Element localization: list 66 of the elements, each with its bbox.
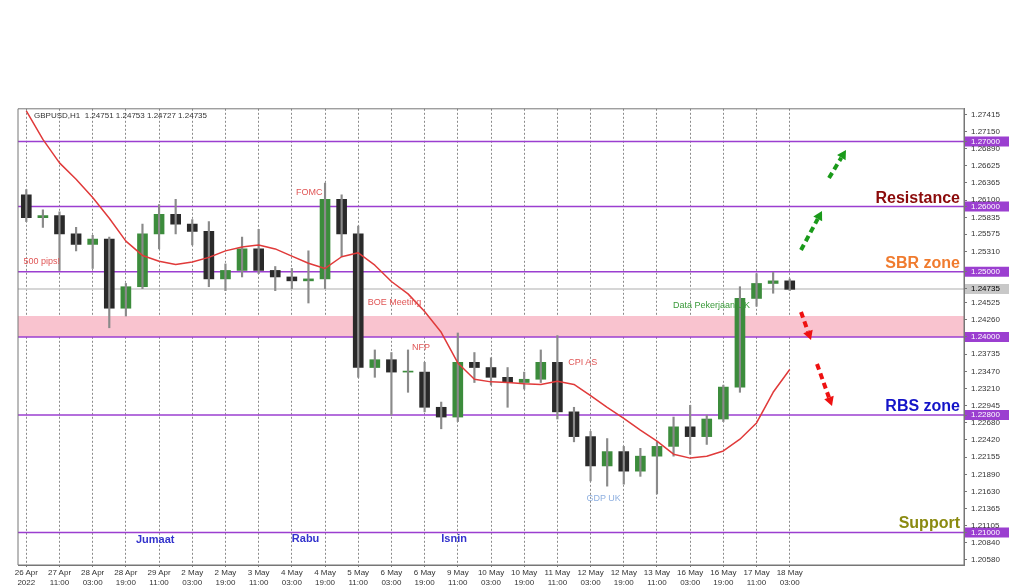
x-tick-label: 2 May 03:00 xyxy=(181,568,204,587)
x-tick-label: 6 May 19:00 xyxy=(413,568,436,587)
y-tick-label: 1.26890 xyxy=(971,143,1001,153)
x-tick-label: 17 May 11:00 xyxy=(743,568,770,587)
y-tick-label: 1.23210 xyxy=(971,383,1001,393)
x-tick-label: 28 Apr 19:00 xyxy=(114,568,138,587)
x-tick-label: 4 May 03:00 xyxy=(280,568,303,587)
y-tick-label: 1.25575 xyxy=(971,229,1001,239)
y-tick-label: 1.24260 xyxy=(971,315,1001,325)
annotation: Isnin xyxy=(441,531,468,544)
x-tick-label: 26 Apr 2022 xyxy=(14,568,39,587)
annotation: GDP UK xyxy=(586,493,621,504)
x-tick-label: 6 May 03:00 xyxy=(380,568,403,587)
y-tick-label: 1.24735 xyxy=(971,284,1001,294)
annotation: NFP xyxy=(412,342,430,353)
x-tick-label: 10 May 03:00 xyxy=(477,568,505,587)
y-tick-label: 1.23735 xyxy=(971,349,1001,359)
y-tick-label: 1.22800 xyxy=(971,410,1001,420)
y-tick-label: 1.21105 xyxy=(971,520,1000,530)
y-tick-label: 1.26625 xyxy=(971,161,1001,171)
y-tick-label: 1.22945 xyxy=(971,400,1001,410)
x-tick-label: 28 Apr 03:00 xyxy=(81,568,105,587)
annotation: Rabu xyxy=(291,532,320,545)
y-tick-label: 1.22680 xyxy=(971,418,1001,428)
y-tick-label: 1.21000 xyxy=(971,527,1001,537)
y-tick-label: 1.21890 xyxy=(971,469,1001,479)
y-tick-label: 1.20580 xyxy=(971,554,1001,564)
x-tick-label: 16 May 19:00 xyxy=(710,568,737,587)
y-tick-label: 1.23470 xyxy=(971,366,1001,376)
x-tick-label: 4 May 19:00 xyxy=(314,568,336,587)
y-tick-label: 1.26365 xyxy=(971,177,1001,187)
x-tick-label: 27 Apr 11:00 xyxy=(47,568,72,587)
x-tick-label: 3 May 11:00 xyxy=(247,568,270,587)
candlestick xyxy=(369,349,381,378)
ref-line-label: RBS zone xyxy=(885,397,961,415)
x-tick-label: 5 May 11:00 xyxy=(347,568,370,587)
annotation: CPI AS xyxy=(568,356,598,367)
ref-line-label: Support xyxy=(898,514,961,532)
y-tick-label: 1.21630 xyxy=(971,486,1001,496)
x-tick-label: 12 May 03:00 xyxy=(577,568,604,587)
annotation: Jumaat xyxy=(135,533,175,546)
y-tick-label: 1.22155 xyxy=(971,452,1001,462)
y-tick-label: 1.25835 xyxy=(971,212,1001,222)
x-tick-label: 12 May 19:00 xyxy=(610,568,637,587)
x-tick-label: 13 May 11:00 xyxy=(643,568,671,587)
ref-line-label: Resistance xyxy=(875,188,961,206)
x-tick-label: 2 May 19:00 xyxy=(214,568,237,587)
y-tick-label: 1.27150 xyxy=(971,126,1001,136)
y-tick-label: 1.25000 xyxy=(971,266,1001,276)
x-tick-label: 9 May 11:00 xyxy=(446,568,469,587)
annotation: FOMC xyxy=(296,187,324,198)
x-tick-label: 16 May 03:00 xyxy=(677,568,704,587)
x-tick-label: 11 May 11:00 xyxy=(544,568,571,587)
ref-line-label: SBR zone xyxy=(885,253,961,271)
y-tick-label: 1.21365 xyxy=(971,503,1001,513)
y-tick-label: 1.24000 xyxy=(971,332,1001,342)
y-tick-label: 1.27000 xyxy=(971,136,1001,146)
y-tick-label: 1.20840 xyxy=(971,538,1001,548)
x-tick-label: 29 Apr 11:00 xyxy=(147,568,171,587)
chart-title: GBPUSD,H1 1.24751 1.24753 1.24727 1.24735 xyxy=(34,111,208,120)
y-tick-label: 1.24525 xyxy=(971,297,1001,307)
y-tick-label: 1.27415 xyxy=(971,109,1001,119)
x-tick-label: 18 May 03:00 xyxy=(776,568,803,587)
y-tick-label: 1.25310 xyxy=(971,246,1001,256)
y-tick-label: 1.22420 xyxy=(971,435,1001,445)
x-tick-label: 10 May 19:00 xyxy=(511,568,538,587)
